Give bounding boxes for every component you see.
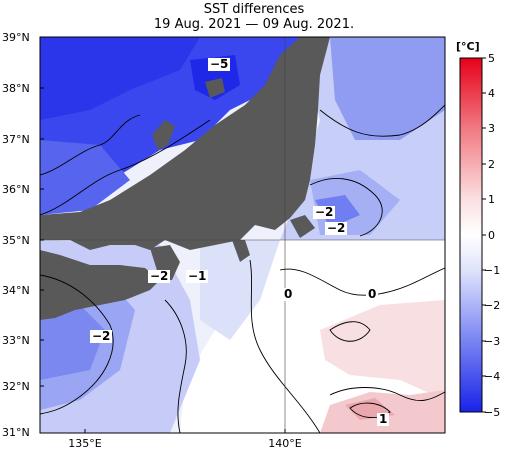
contour-label-minus2-southwest: −2 [90, 329, 113, 343]
lon-label-140: 140°E [268, 437, 302, 450]
colorbar-tick-0: 0 [488, 229, 495, 242]
lat-label-37: 37°N [2, 133, 30, 146]
colorbar [459, 57, 483, 413]
map-date-range: 19 Aug. 2021 — 09 Aug. 2021. [153, 17, 355, 32]
izu-peninsula [232, 240, 250, 262]
lat-label-38: 38°N [2, 82, 30, 95]
shikoku-landmass [40, 250, 160, 320]
lat-label-33: 33°N [2, 334, 30, 347]
colorbar-tick-minus2: −2 [484, 299, 501, 312]
colorbar-tick-5: 5 [488, 52, 495, 65]
sst-field [40, 37, 445, 433]
honshu-landmass [40, 37, 330, 250]
colorbar-tick-4: 4 [488, 87, 495, 100]
colorbar-tick-minus1: −1 [484, 264, 501, 277]
boso-peninsula [290, 215, 315, 238]
lon-label-135: 135°E [68, 437, 102, 450]
colorbar-unit: [°C] [456, 40, 480, 53]
contour-label-minus2-west: −2 [148, 269, 171, 283]
contour-label-minus2-east-a: −2 [313, 205, 336, 219]
colorbar-tick-1: 1 [488, 193, 495, 206]
lat-label-36: 36°N [2, 183, 30, 196]
lat-label-34: 34°N [2, 284, 30, 297]
colorbar-tick-minus3: −3 [484, 335, 501, 348]
colorbar-tick-minus5: −5 [484, 406, 501, 419]
noto-peninsula [152, 120, 175, 150]
contour-label-minus5: −5 [208, 57, 231, 71]
contour-label-zero-b: 0 [366, 287, 379, 301]
sado-island [205, 78, 225, 98]
colorbar-tick-minus4: −4 [484, 370, 501, 383]
colorbar-tick-2: 2 [488, 158, 495, 171]
contour-label-zero-a: 0 [282, 287, 295, 301]
map-title: SST differences [203, 2, 305, 17]
lat-label-31: 31°N [2, 426, 30, 439]
map-frame [39, 36, 446, 434]
lat-label-32: 32°N [2, 380, 30, 393]
contour-label-one: 1 [377, 412, 390, 426]
colorbar-tick-3: 3 [488, 122, 495, 135]
lat-label-39: 39°N [2, 31, 30, 44]
lat-label-35: 35°N [2, 234, 30, 247]
contour-label-minus1: −1 [186, 269, 209, 283]
contour-label-minus2-east-b: −2 [325, 221, 348, 235]
